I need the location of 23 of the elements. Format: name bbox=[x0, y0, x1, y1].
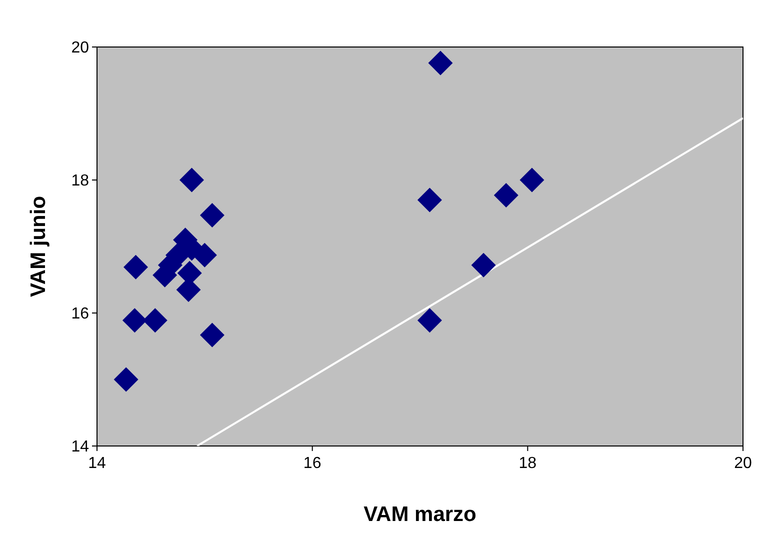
point bbox=[122, 308, 147, 333]
point bbox=[417, 308, 442, 333]
x-tick-label: 14 bbox=[88, 455, 106, 472]
y-tick-label: 16 bbox=[71, 306, 90, 323]
x-axis-title: VAM marzo bbox=[364, 503, 476, 526]
point bbox=[200, 203, 224, 228]
point bbox=[428, 50, 453, 76]
y-axis-title: VAM junio bbox=[27, 196, 50, 298]
point bbox=[471, 252, 496, 278]
point bbox=[114, 367, 138, 392]
y-tick-label: 20 bbox=[71, 40, 90, 57]
x-tick-label: 18 bbox=[518, 455, 537, 472]
x-tick-label: 20 bbox=[734, 455, 752, 472]
point bbox=[180, 168, 204, 192]
point bbox=[520, 168, 544, 192]
point bbox=[494, 183, 518, 208]
y-tick-label: 18 bbox=[71, 172, 90, 190]
point bbox=[124, 254, 148, 280]
point bbox=[417, 188, 442, 212]
x-tick-label: 16 bbox=[303, 455, 322, 472]
point bbox=[142, 308, 168, 333]
point bbox=[200, 322, 224, 348]
y-tick-label: 14 bbox=[71, 438, 90, 456]
